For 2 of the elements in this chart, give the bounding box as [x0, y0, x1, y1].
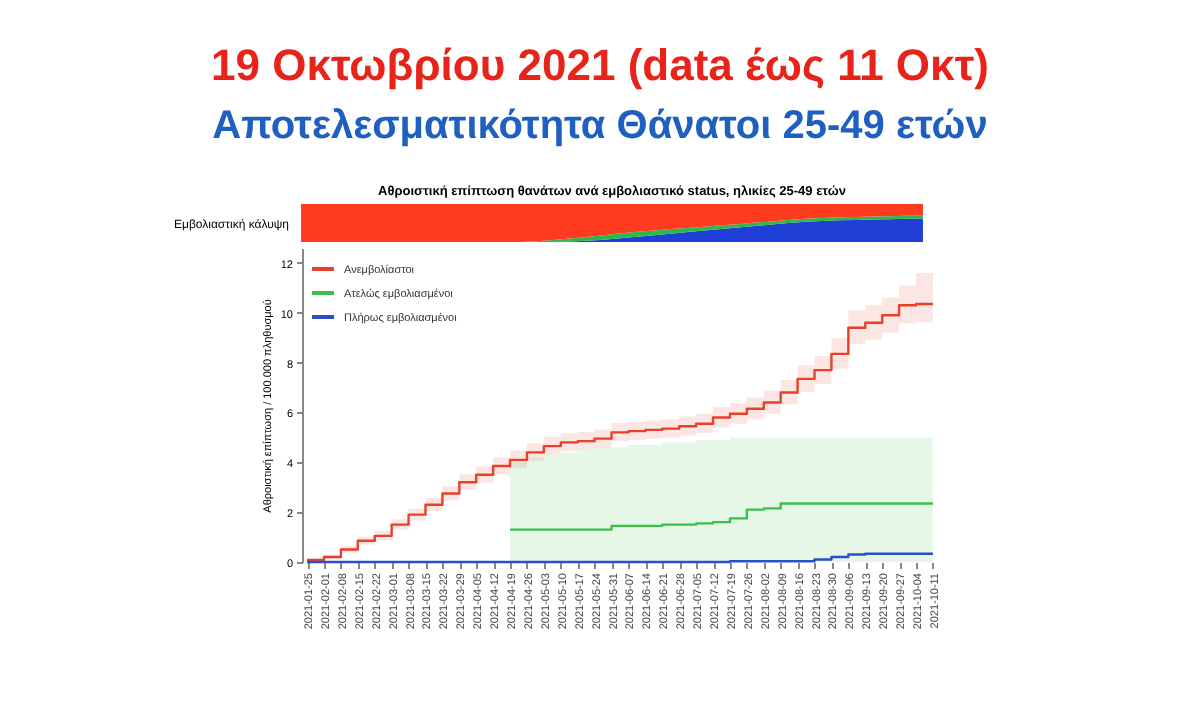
- chart-title: 19 Οκτωβρίου 2021 (data έως 11 Οκτ): [209, 40, 991, 92]
- chart-subtitle: Αποτελεσματικότητα Θάνατοι 25-49 ετών: [210, 104, 990, 150]
